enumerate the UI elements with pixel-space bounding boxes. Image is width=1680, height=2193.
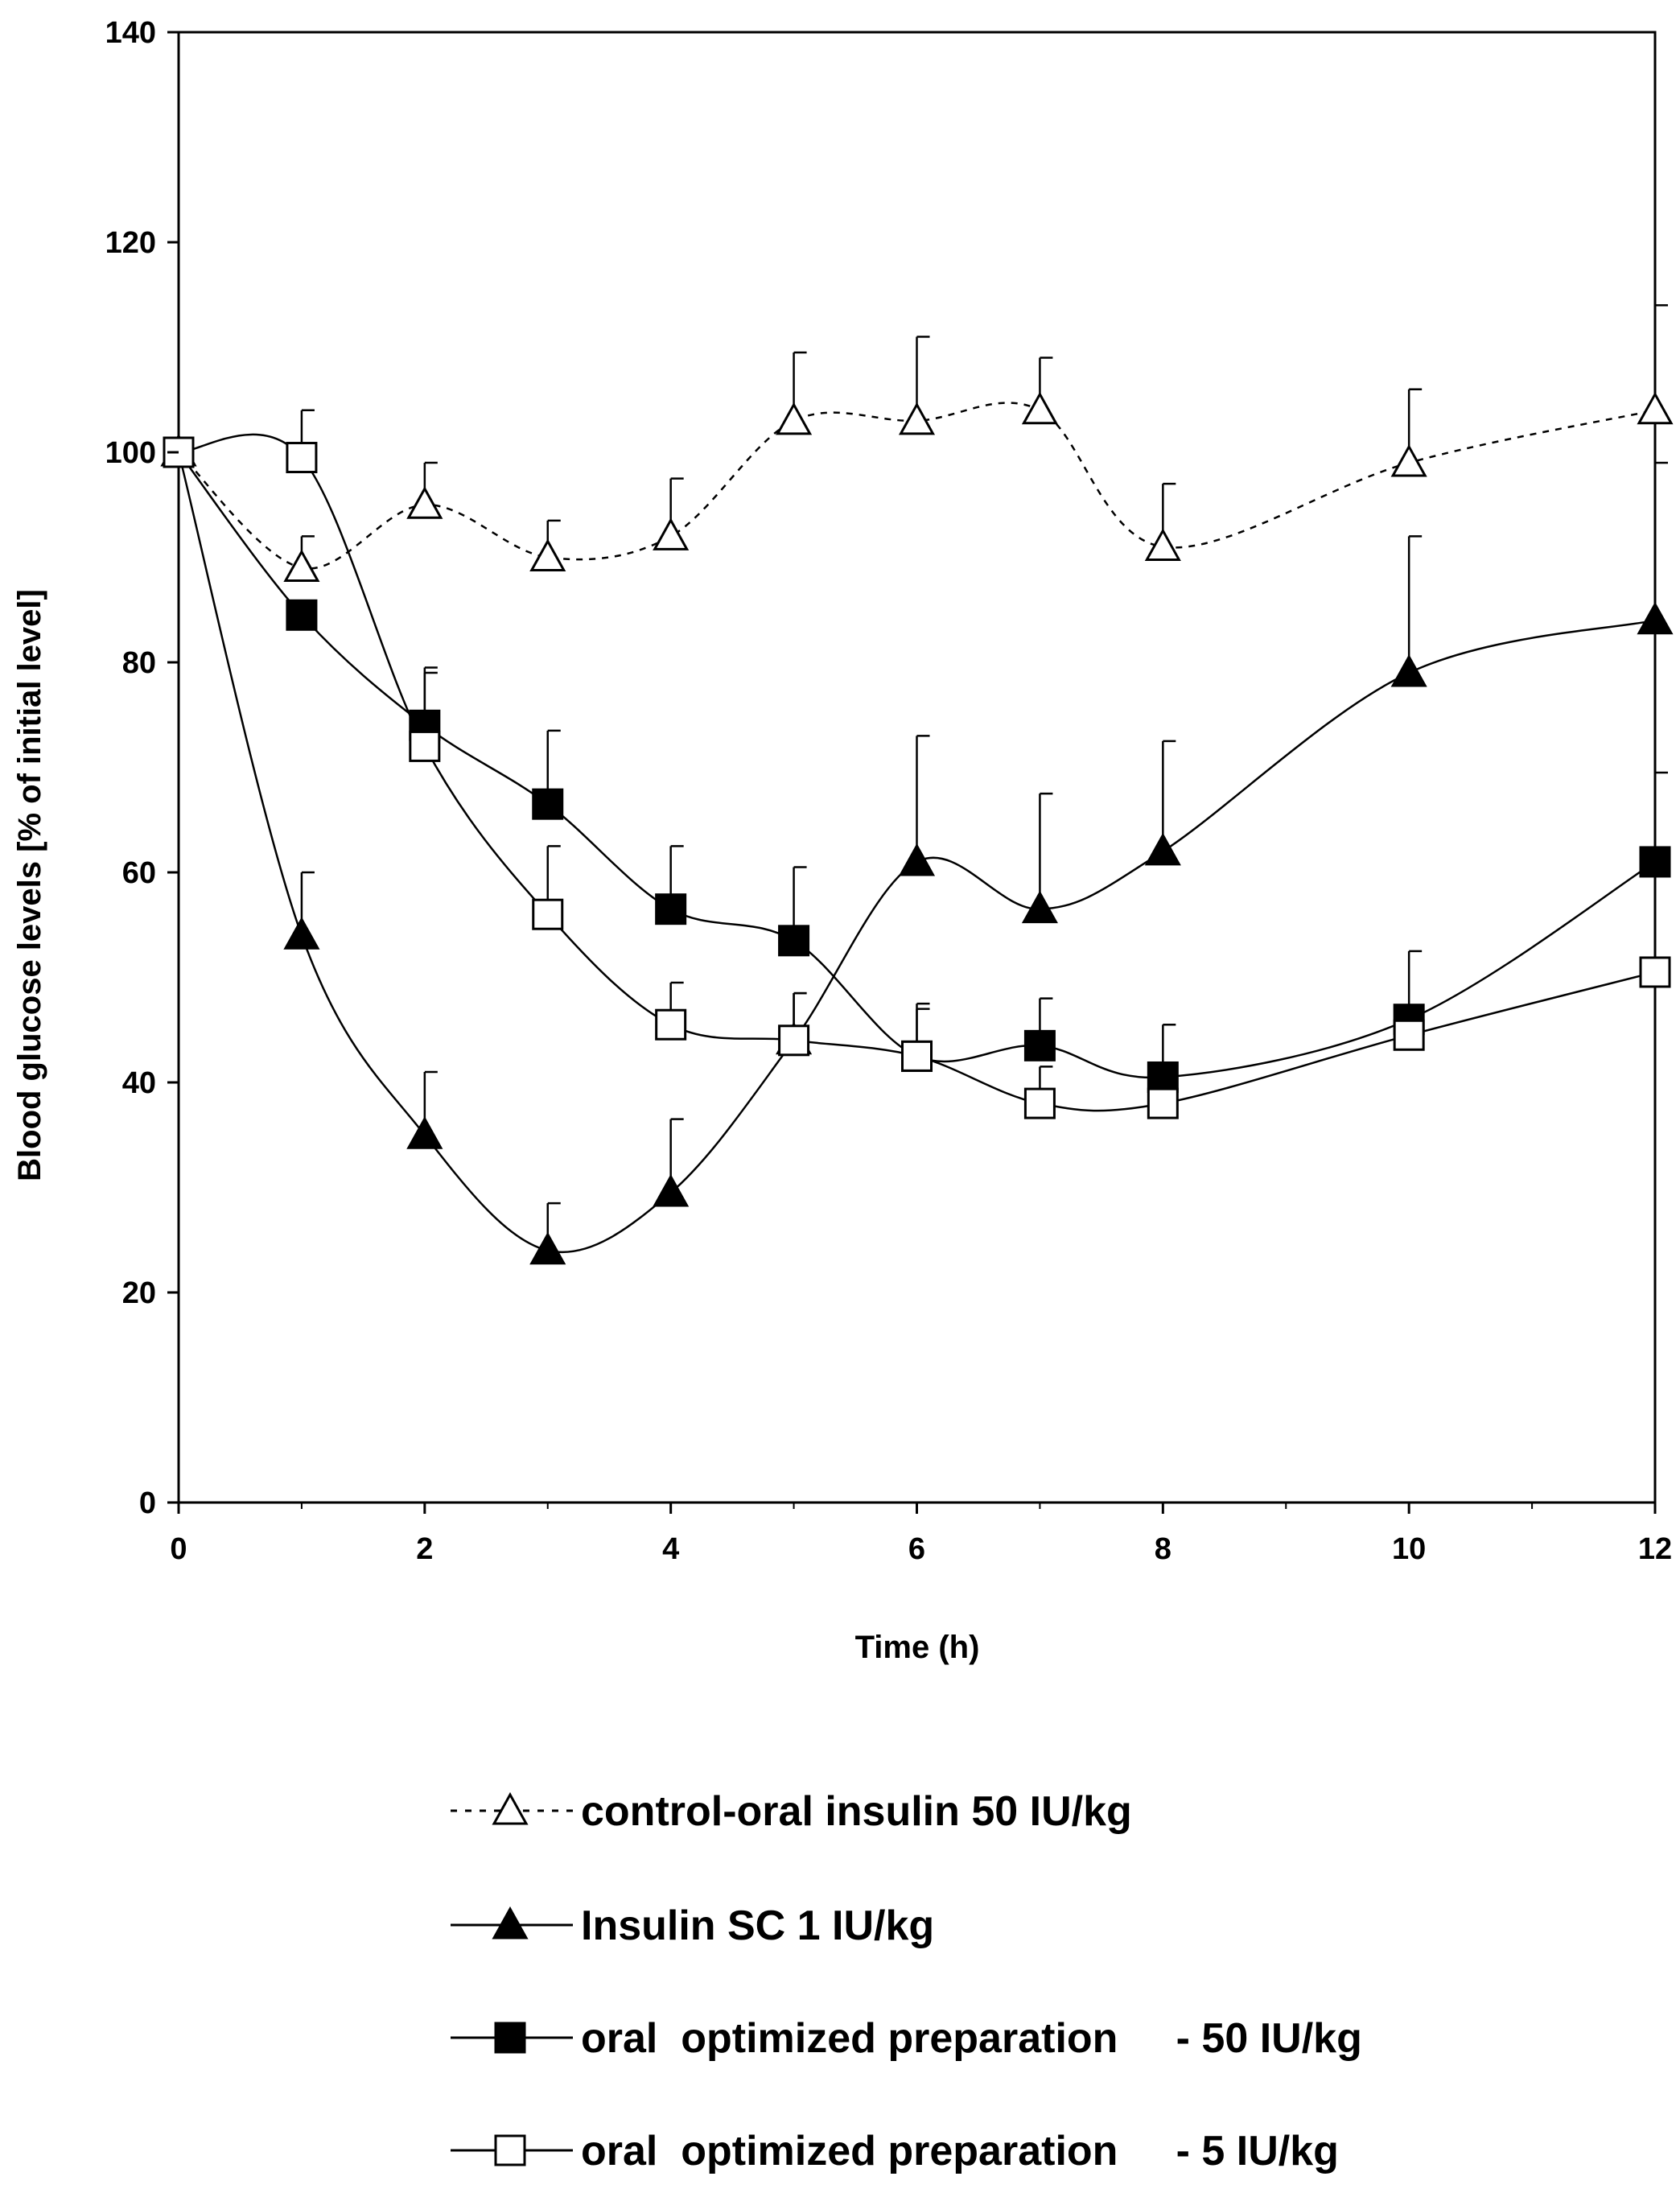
x-tick-label: 0 (170, 1532, 187, 1566)
y-tick-label: 140 (105, 16, 156, 50)
series-line-oral50 (178, 451, 1656, 1079)
data-point-oral50 (286, 599, 318, 631)
data-point-control (898, 402, 936, 435)
data-point-oral5 (1023, 1087, 1056, 1119)
data-point-control (1637, 391, 1674, 425)
legend-item-oral5: oral optimized preparation - 5 IU/kg (451, 2128, 1339, 2174)
data-point-oral5 (901, 1040, 933, 1072)
data-point-oral50 (1023, 1029, 1056, 1061)
legend-label-oral50: oral optimized preparation - 50 IU/kg (581, 2015, 1362, 2062)
data-point-control (283, 549, 320, 583)
data-point-control (1390, 443, 1427, 477)
y-tick-label: 20 (122, 1276, 156, 1310)
data-point-oral5 (409, 730, 441, 762)
legend-label-control: control-oral insulin 50 IU/kg (581, 1788, 1132, 1835)
markers-layer (160, 391, 1674, 1265)
x-tick-label: 10 (1392, 1532, 1426, 1566)
x-tick-label: 8 (1155, 1532, 1171, 1566)
data-point-oral50 (655, 893, 687, 925)
x-tick-label: 12 (1638, 1532, 1672, 1566)
y-tick-label: 120 (105, 226, 156, 260)
data-point-control (529, 538, 566, 571)
legend-label-sc: Insulin SC 1 IU/kg (581, 1902, 934, 1949)
data-point-sc (1390, 653, 1427, 687)
legend-item-sc: Insulin SC 1 IU/kg (451, 1902, 934, 1949)
x-tick-label: 4 (662, 1532, 679, 1566)
data-point-oral50 (532, 788, 564, 820)
legend-swatch-marker-oral5 (494, 2134, 526, 2166)
data-point-oral5 (532, 898, 564, 930)
data-point-oral5 (655, 1008, 687, 1041)
data-point-oral5 (1393, 1019, 1425, 1051)
legend: control-oral insulin 50 IU/kg Insulin SC … (451, 1788, 1362, 2174)
data-point-oral5 (778, 1024, 810, 1057)
y-tick-label: 40 (122, 1066, 156, 1100)
data-point-control (653, 517, 690, 550)
data-point-oral5 (286, 442, 318, 474)
data-point-oral50 (1639, 846, 1671, 878)
ticks-layer: 0 20 40 60 80 100 120 140 0 2 4 6 8 10 12 (105, 16, 1673, 1566)
data-point-oral5 (1147, 1087, 1179, 1119)
y-axis-title: Blood glucose levels [% of initial level… (12, 589, 47, 1181)
data-point-sc (1144, 832, 1181, 866)
legend-swatch-marker-oral50 (494, 2022, 526, 2054)
data-point-control (776, 402, 813, 435)
data-point-control (1021, 391, 1058, 425)
data-point-control (1144, 528, 1181, 561)
data-point-sc (1637, 601, 1674, 635)
data-point-oral5 (1639, 956, 1671, 988)
legend-item-control: control-oral insulin 50 IU/kg (451, 1788, 1132, 1835)
data-point-sc (653, 1173, 690, 1207)
series-line-control (178, 402, 1656, 570)
data-point-oral50 (1147, 1061, 1179, 1093)
y-tick-label: 80 (122, 646, 156, 680)
legend-swatch-marker-control (492, 1791, 529, 1825)
data-point-control (406, 486, 443, 519)
data-point-sc (529, 1231, 566, 1265)
legend-item-oral50: oral optimized preparation - 50 IU/kg (451, 2015, 1362, 2062)
y-tick-label: 0 (139, 1486, 156, 1520)
legend-label-oral5: oral optimized preparation - 5 IU/kg (581, 2128, 1339, 2174)
legend-swatch-marker-sc (492, 1906, 529, 1939)
y-tick-label: 100 (105, 436, 156, 470)
data-point-sc (1021, 890, 1058, 924)
y-tick-label: 60 (122, 856, 156, 890)
data-point-sc (898, 843, 936, 876)
x-tick-label: 6 (908, 1532, 925, 1566)
x-tick-label: 2 (416, 1532, 433, 1566)
data-point-sc (406, 1116, 443, 1149)
data-point-oral50 (778, 925, 810, 957)
data-point-sc (283, 917, 320, 950)
x-axis-title: Time (h) (855, 1630, 980, 1665)
